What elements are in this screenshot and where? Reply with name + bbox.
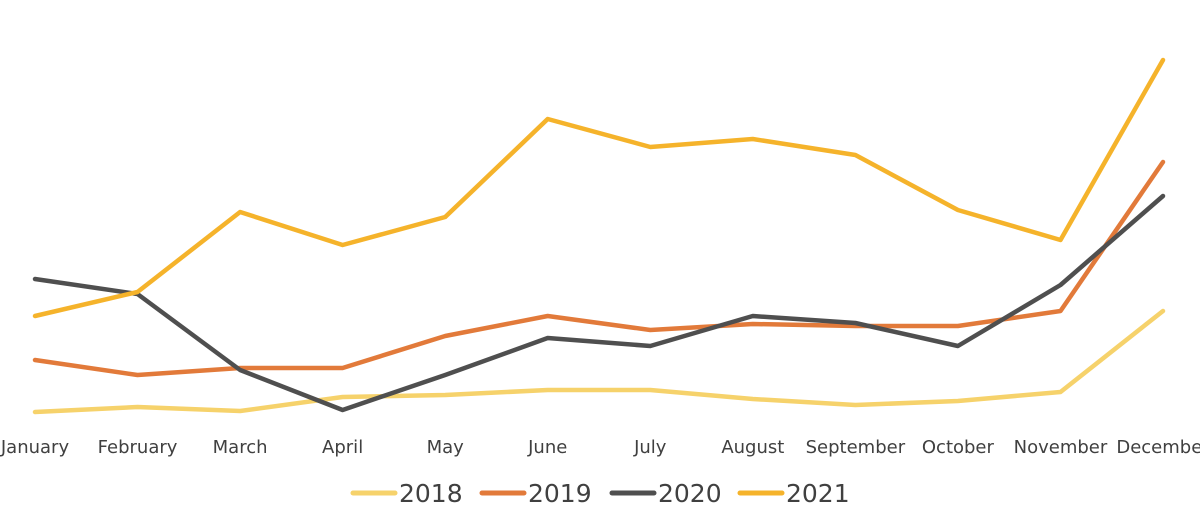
legend-item-2021: 2021: [737, 479, 850, 508]
x-tick-label: October: [922, 437, 995, 458]
x-axis-labels: January February March April May June July Augu…: [0, 437, 1200, 458]
x-tick-label: March: [213, 437, 268, 458]
legend-label: 2019: [528, 479, 592, 508]
legend: 2018 2019 2020 2021: [350, 479, 850, 508]
legend-label: 2021: [786, 479, 850, 508]
series-line-2021: [32, 57, 1166, 319]
x-tick-label: November: [1014, 437, 1108, 458]
legend-label: 2018: [399, 479, 463, 508]
series-line-2019: [32, 159, 1166, 378]
x-tick-label: June: [527, 437, 567, 458]
legend-item-2020: 2020: [609, 479, 722, 508]
x-tick-label: July: [633, 437, 667, 458]
x-tick-label: December: [1116, 437, 1200, 458]
x-tick-label: February: [98, 437, 178, 458]
series-line-2018: [32, 308, 1166, 415]
series-line-2020: [32, 193, 1166, 413]
x-tick-label: September: [806, 437, 906, 458]
x-tick-label: April: [322, 437, 363, 458]
x-tick-label: May: [427, 437, 465, 458]
x-tick-label: January: [0, 437, 69, 458]
legend-item-2019: 2019: [479, 479, 592, 508]
series-lines: [32, 57, 1166, 415]
legend-item-2018: 2018: [350, 479, 463, 508]
x-tick-label: August: [721, 437, 784, 458]
legend-label: 2020: [658, 479, 722, 508]
